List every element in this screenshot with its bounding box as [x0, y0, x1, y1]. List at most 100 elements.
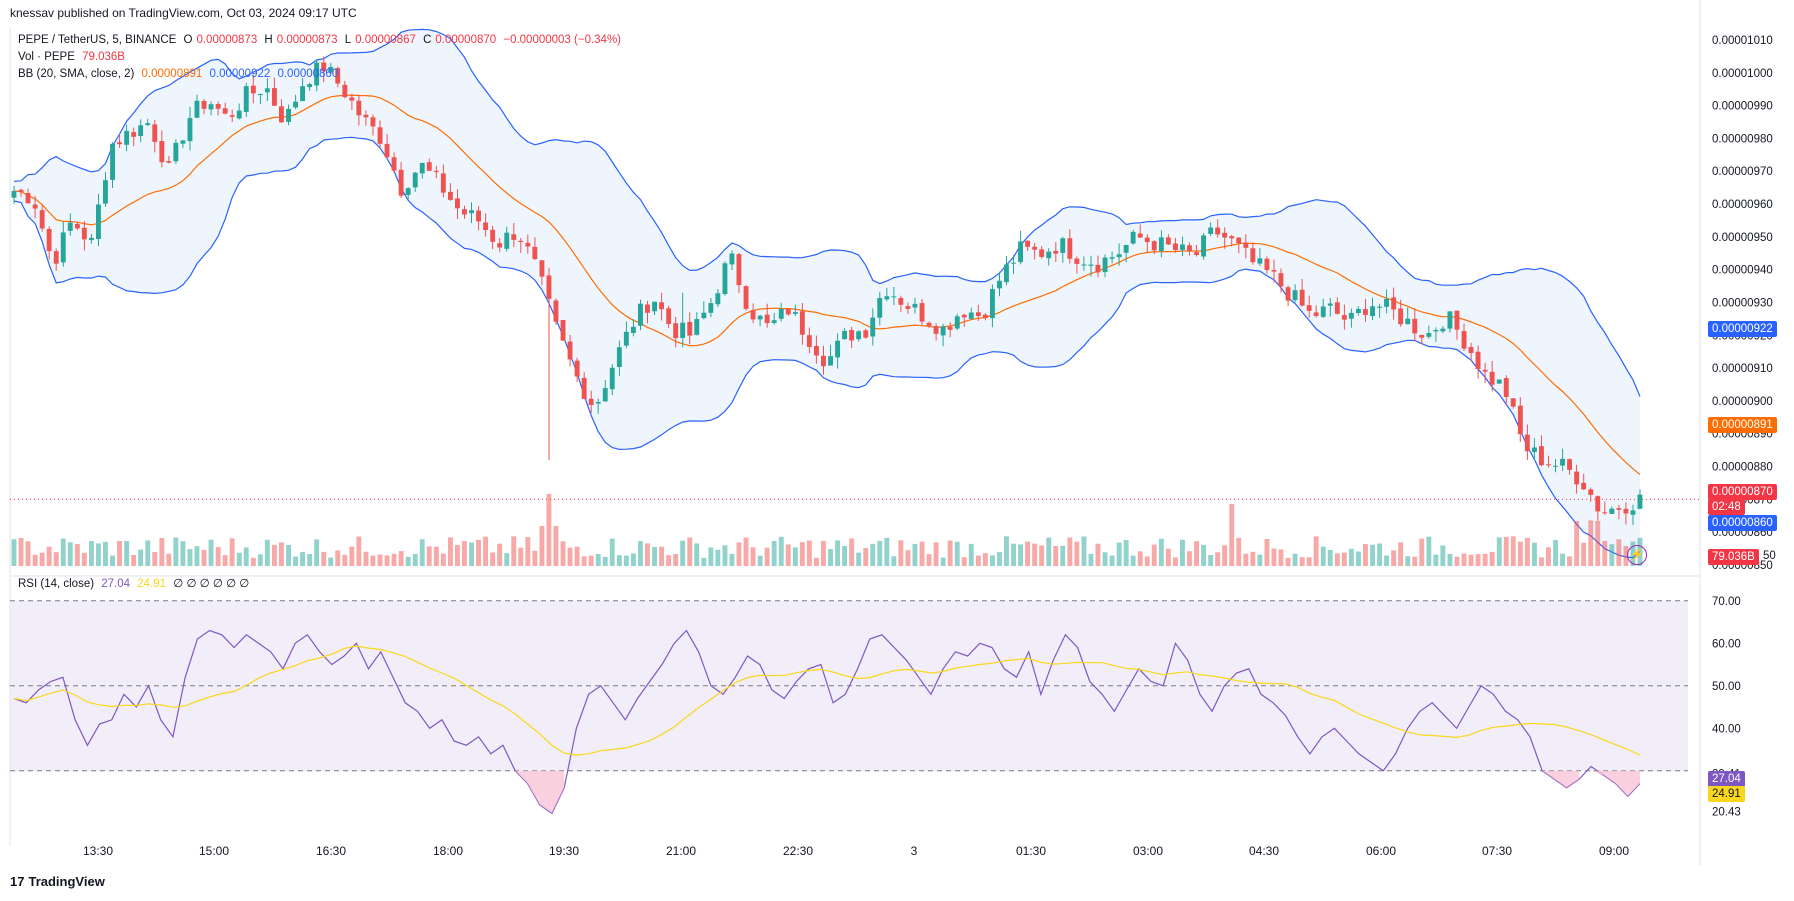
candle-body	[67, 222, 73, 231]
candle-body	[757, 315, 763, 320]
high-label: H	[264, 34, 273, 46]
volume-bar	[53, 552, 59, 566]
volume-bar	[757, 555, 763, 566]
candle-body	[1215, 227, 1221, 235]
price-tick-label: 0.00000970	[1712, 166, 1773, 178]
candle-body	[764, 314, 770, 324]
candle-body	[1229, 236, 1235, 239]
volume-bar	[1574, 521, 1580, 566]
rsi-oversold-fill	[1627, 770, 1640, 797]
volume-bar	[419, 539, 425, 566]
volume-bar	[645, 543, 650, 566]
volume-bar	[412, 553, 418, 566]
volume-bar	[701, 557, 707, 566]
volume-bar	[11, 539, 17, 566]
candle-body	[792, 312, 798, 314]
close-value: 0.00000870	[435, 34, 497, 46]
volume-bar	[947, 540, 953, 566]
candle-body	[307, 84, 313, 88]
rsi-label[interactable]: RSI (14, close)	[18, 578, 95, 590]
flash-icon[interactable]: ⚡	[1627, 545, 1647, 565]
volume-bar	[1271, 548, 1277, 566]
candle-body	[567, 341, 573, 360]
volume-bar	[708, 547, 714, 566]
volume-bar	[1067, 537, 1073, 566]
time-tick-label: 22:30	[783, 844, 813, 858]
candle-body	[687, 321, 693, 336]
volume-bar	[1137, 551, 1143, 566]
volume-bar	[546, 494, 552, 566]
tradingview-logo[interactable]: 17 TradingView	[10, 874, 105, 889]
candle-body	[1426, 333, 1432, 337]
bb-basis-value: 0.00000891	[141, 68, 203, 80]
high-value: 0.00000873	[276, 34, 338, 46]
change-value: −0.00000003 (−0.34%)	[503, 34, 622, 46]
volume-label[interactable]: Vol · PEPE	[18, 51, 75, 63]
candle-body	[1165, 237, 1171, 245]
candle-body	[736, 254, 742, 286]
volume-bar	[581, 556, 587, 566]
volume-bar	[363, 551, 369, 566]
candle-body	[849, 330, 855, 341]
volume-bar	[243, 547, 249, 566]
volume-bar	[631, 553, 636, 566]
candle-body	[1123, 245, 1129, 253]
volume-bar	[919, 541, 925, 566]
candle-body	[497, 243, 503, 248]
candle-body	[180, 140, 186, 144]
candle-body	[215, 104, 221, 109]
volume-bar	[1539, 557, 1544, 566]
volume-bar	[856, 552, 862, 566]
candle-body	[46, 229, 52, 252]
candle-body	[1524, 434, 1530, 452]
volume-bar	[588, 555, 594, 566]
candle-body	[1243, 242, 1249, 248]
price-tick-label: 0.00000990	[1712, 101, 1773, 113]
volume-bar	[1250, 551, 1256, 566]
volume-bar	[1609, 544, 1615, 566]
candle-body	[1102, 257, 1108, 272]
candle-body	[1475, 351, 1481, 369]
volume-bar	[1144, 556, 1150, 566]
volume-bar	[975, 555, 981, 566]
volume-bar	[1426, 536, 1432, 566]
volume-bar	[1377, 543, 1382, 566]
candle-body	[1018, 241, 1023, 263]
price-tick-label: 0.00000900	[1712, 396, 1773, 408]
ohlc-legend: PEPE / TetherUS, 5, BINANCE O 0.00000873 …	[18, 34, 625, 46]
time-tick-label: 04:30	[1249, 844, 1279, 858]
candle-body	[1405, 318, 1411, 325]
bb-label[interactable]: BB (20, SMA, close, 2)	[18, 68, 135, 80]
candle-body	[1595, 496, 1601, 512]
candle-body	[1334, 302, 1340, 314]
volume-bar	[236, 552, 242, 566]
volume-price-label: 79.036B	[1708, 549, 1759, 565]
candle-body	[1144, 237, 1150, 242]
candle-body	[1201, 235, 1206, 257]
candle-body	[236, 110, 242, 119]
volume-bar	[532, 550, 538, 566]
candle-body	[1327, 303, 1333, 306]
volume-bar	[736, 542, 742, 566]
candle-body	[1088, 264, 1094, 266]
candle-body	[701, 312, 707, 319]
time-tick-label: 09:00	[1599, 844, 1629, 858]
rsi-oversold-fill	[1591, 770, 1604, 775]
volume-bar	[680, 540, 686, 566]
volume-bar	[940, 557, 946, 566]
symbol-label[interactable]: PEPE / TetherUS, 5, BINANCE	[18, 34, 177, 46]
brand-name: TradingView	[28, 874, 105, 889]
candle-body	[60, 232, 66, 263]
candle-body	[250, 85, 256, 94]
candle-body	[954, 316, 960, 329]
volume-bar	[792, 547, 798, 566]
candle-body	[982, 314, 988, 319]
candle-body	[1363, 309, 1368, 315]
candle-body	[1630, 510, 1636, 515]
candle-body	[1581, 482, 1587, 490]
volume-bar	[666, 555, 672, 566]
candle-body	[1046, 251, 1052, 259]
candle-body	[124, 130, 130, 145]
close-label: C	[423, 34, 432, 46]
